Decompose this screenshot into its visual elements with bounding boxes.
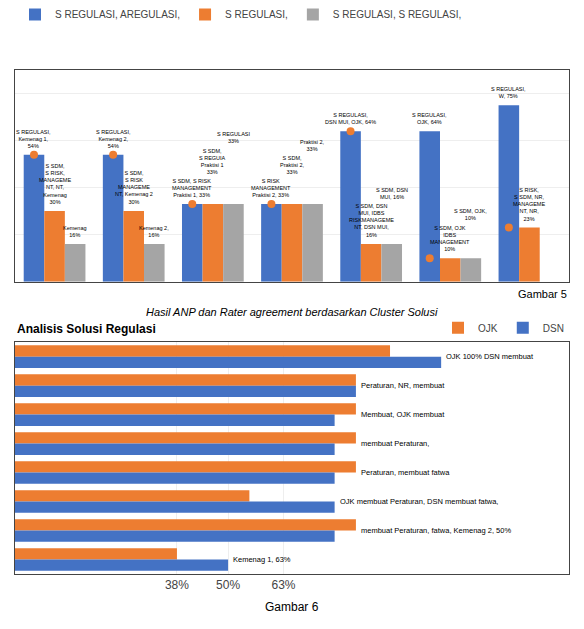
svg-text:Hasil ANP dan Rater agreement: Hasil ANP dan Rater agreement berdasarka… bbox=[146, 306, 438, 318]
svg-text:Peraturan, NR, membuat: Peraturan, NR, membuat bbox=[361, 381, 445, 390]
svg-text:S REGULASI,Kemenag 1,54%: S REGULASI,Kemenag 1,54% bbox=[16, 129, 51, 149]
svg-text:S REGULASI,DSN MUI, OJK, 64%: S REGULASI,DSN MUI, OJK, 64% bbox=[325, 112, 376, 125]
svg-text:OJK 100% DSN membuat: OJK 100% DSN membuat bbox=[446, 352, 534, 361]
svg-text:S REGULASI, S REGULASI,: S REGULASI, S REGULASI, bbox=[333, 9, 461, 20]
svg-text:Gambar 6: Gambar 6 bbox=[265, 600, 319, 614]
svg-text:S SDM,S RISK,MANAGEMENT, NT,Ke: S SDM,S RISK,MANAGEMENT, NT,Kemenag30% bbox=[39, 163, 71, 205]
svg-text:S SDM, OJK,10%: S SDM, OJK,10% bbox=[454, 208, 487, 221]
svg-text:Membuat, OJK membuat: Membuat, OJK membuat bbox=[361, 410, 445, 419]
svg-text:Praktisi 2,33%: Praktisi 2,33% bbox=[300, 139, 325, 152]
svg-text:S REGULASI33%: S REGULASI33% bbox=[217, 131, 250, 144]
svg-text:S SDM, OJKIDBSMANAGEMENT10%: S SDM, OJKIDBSMANAGEMENT10% bbox=[430, 225, 470, 252]
svg-text:S SDM, DSNMUI, 16%: S SDM, DSNMUI, 16% bbox=[376, 187, 408, 200]
svg-text:63%: 63% bbox=[271, 578, 295, 592]
svg-text:Kemenag16%: Kemenag16% bbox=[63, 225, 87, 238]
svg-text:membuat Peraturan, fatwa, Keme: membuat Peraturan, fatwa, Kemenag 2, 50% bbox=[361, 526, 511, 535]
svg-text:S SDM, S RISKMANAGEMENTPraktis: S SDM, S RISKMANAGEMENTPraktisi 1, 33% bbox=[172, 178, 212, 198]
svg-text:S SDM, DSNMUI, IDBSRISKMANAGEM: S SDM, DSNMUI, IDBSRISKMANAGEMENT, DSN M… bbox=[349, 203, 394, 238]
svg-text:50%: 50% bbox=[216, 578, 240, 592]
svg-text:S SDM,S RISKMANAGEMENT, Kemena: S SDM,S RISKMANAGEMENT, Kemenag 230% bbox=[115, 170, 153, 205]
svg-text:Peraturan, membuat fatwa: Peraturan, membuat fatwa bbox=[361, 468, 450, 477]
svg-text:S REGULASI,W, 75%: S REGULASI,W, 75% bbox=[491, 86, 526, 99]
svg-text:membuat Peraturan,: membuat Peraturan, bbox=[361, 439, 429, 448]
svg-text:S REGULASI,: S REGULASI, bbox=[225, 9, 288, 20]
svg-text:OJK membuat Peraturan, DSN mem: OJK membuat Peraturan, DSN membuat fatwa… bbox=[340, 497, 498, 506]
svg-text:Kemenag 2,16%: Kemenag 2,16% bbox=[139, 225, 169, 238]
svg-text:S REGULASI, AREGULASI,: S REGULASI, AREGULASI, bbox=[55, 9, 180, 20]
svg-text:S REGULASI,OJK, 64%: S REGULASI,OJK, 64% bbox=[412, 112, 447, 125]
svg-text:Kemenag 1, 63%: Kemenag 1, 63% bbox=[233, 555, 291, 564]
svg-text:S SDM,Praktisi 2,33%: S SDM,Praktisi 2,33% bbox=[280, 155, 305, 175]
svg-text:Analisis Solusi Regulasi: Analisis Solusi Regulasi bbox=[17, 322, 156, 336]
svg-text:OJK: OJK bbox=[478, 323, 498, 334]
svg-text:Gambar 5: Gambar 5 bbox=[518, 288, 567, 300]
svg-text:S REGULASI,Kemenag 2,54%: S REGULASI,Kemenag 2,54% bbox=[96, 129, 131, 149]
svg-text:S RISKMANAGEMENTPraktisi 2, 33: S RISKMANAGEMENTPraktisi 2, 33% bbox=[251, 178, 291, 198]
svg-text:DSN: DSN bbox=[543, 323, 564, 334]
svg-text:S SDM,S REGUIAPraktisi 133%: S SDM,S REGUIAPraktisi 133% bbox=[199, 148, 226, 175]
svg-text:S RISK,S SDM, NR,MANAGEMENT, N: S RISK,S SDM, NR,MANAGEMENT, NR,23% bbox=[513, 187, 545, 222]
svg-text:38%: 38% bbox=[165, 578, 189, 592]
